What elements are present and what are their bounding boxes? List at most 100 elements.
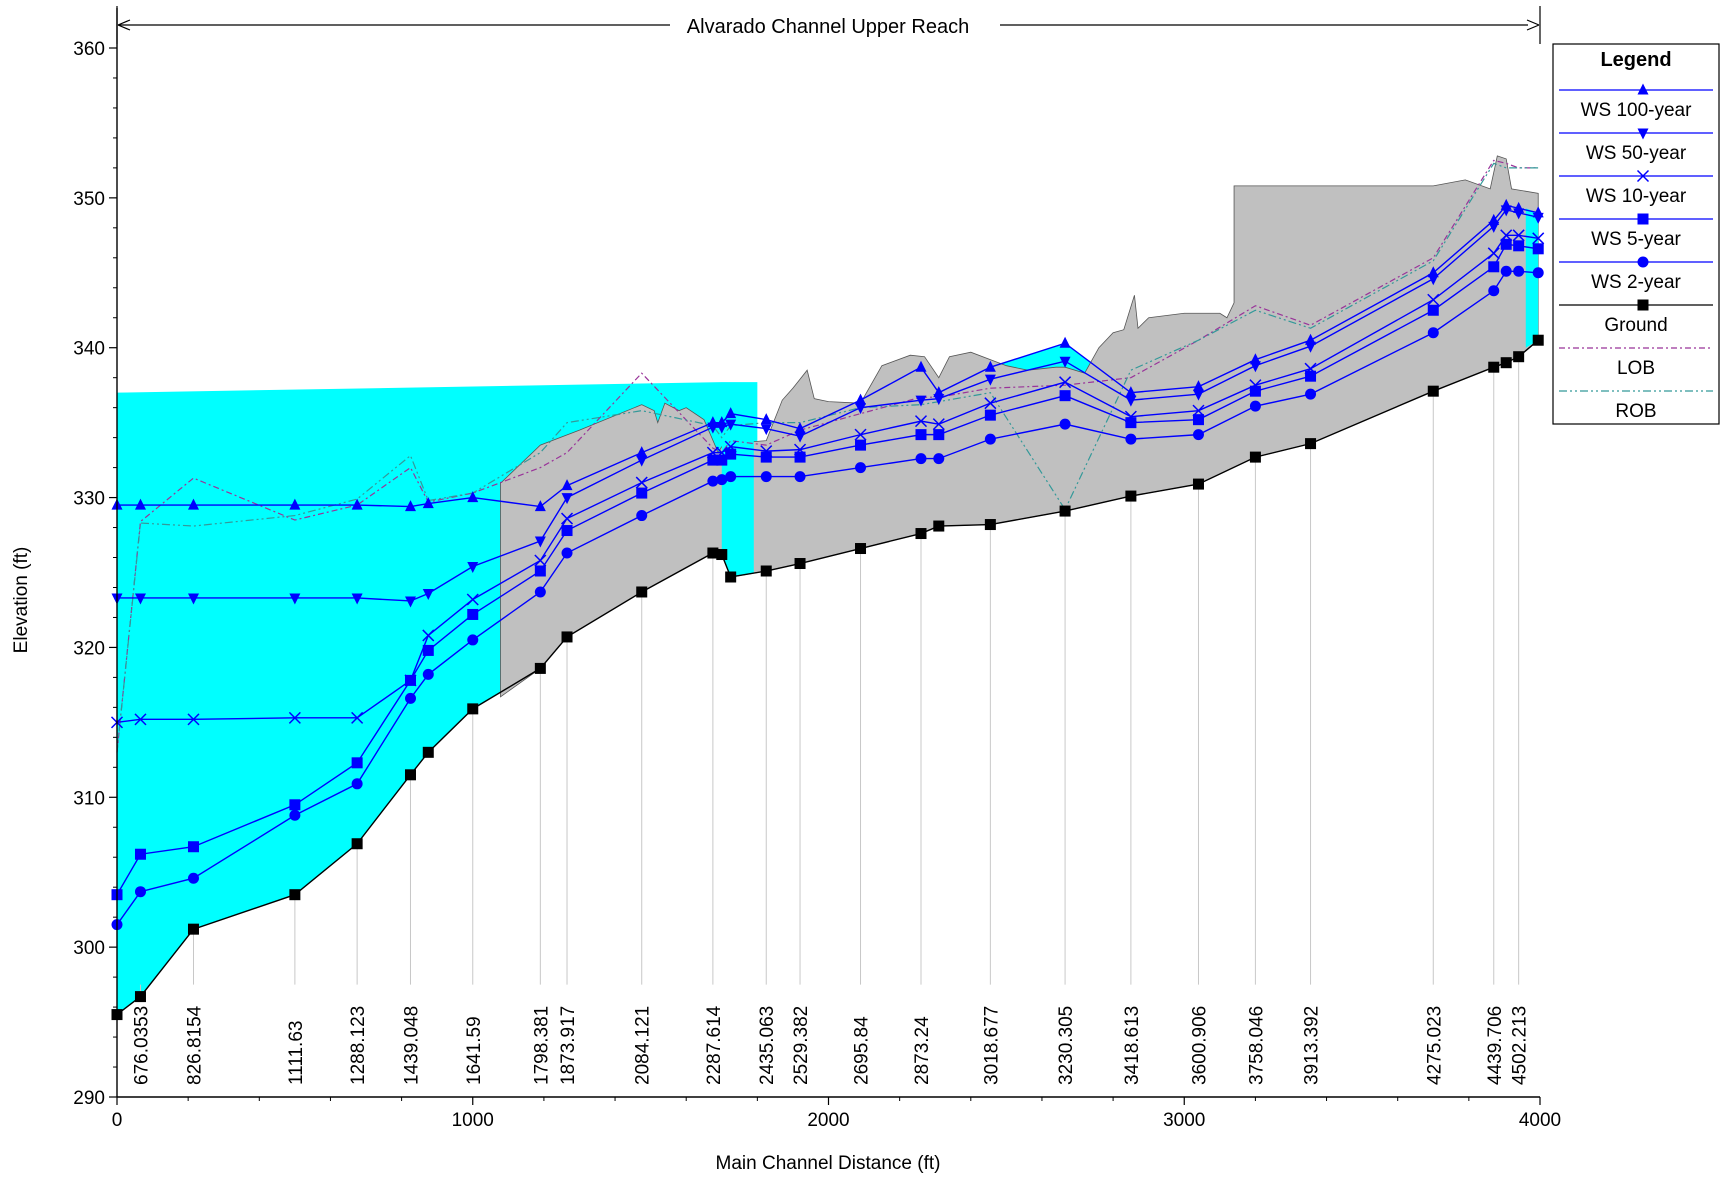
ground-point: [933, 521, 944, 532]
chart-title: Alvarado Channel Upper Reach: [687, 16, 969, 38]
y-tick-label: 330: [73, 489, 105, 510]
y-axis-title: Elevation (ft): [11, 547, 32, 654]
station-label: 1111.63: [286, 1021, 307, 1085]
ws-2-year-point: [1533, 267, 1544, 278]
ground-point: [725, 571, 736, 582]
ws-2-year-point: [1488, 285, 1499, 296]
legend-title: Legend: [1600, 49, 1671, 71]
station-label: 1798.381: [531, 1006, 552, 1085]
ws-2-year-point: [1501, 266, 1512, 277]
ground-point: [1125, 491, 1136, 502]
station-label: 2084.121: [633, 1006, 654, 1085]
legend-entry-label: WS 2-year: [1591, 272, 1681, 293]
legend-marker-ws-5-year: [1638, 214, 1649, 225]
ground-point: [352, 838, 363, 849]
ws-5-year-point: [423, 645, 434, 656]
ws-100-year-point: [1060, 337, 1071, 348]
station-label: 4275.023: [1424, 1006, 1445, 1085]
ws-2-year-point: [1193, 429, 1204, 440]
ws-2-year-point: [535, 586, 546, 597]
ws-5-year-point: [933, 429, 944, 440]
ground-point: [289, 889, 300, 900]
ws-5-year-point: [1305, 371, 1316, 382]
ws-2-year-point: [985, 434, 996, 445]
ws-2-year-point: [1428, 327, 1439, 338]
ground-point: [855, 543, 866, 554]
ws-2-year-point: [915, 453, 926, 464]
ground-point: [423, 747, 434, 758]
ws-5-year-point: [1193, 414, 1204, 425]
ground-point: [135, 991, 146, 1002]
ws-5-year-point: [1501, 239, 1512, 250]
legend-entry-label: ROB: [1615, 401, 1656, 422]
ground-point: [467, 703, 478, 714]
station-label: 4439.706: [1485, 1006, 1506, 1085]
legend-marker-ws-2-year: [1638, 257, 1649, 268]
y-tick-label: 350: [73, 189, 105, 210]
station-label: 4502.213: [1510, 1006, 1531, 1085]
y-tick-label: 360: [73, 39, 105, 60]
station-label: 2435.063: [757, 1006, 778, 1085]
x-tick-label: 3000: [1163, 1110, 1205, 1131]
ws-5-year-point: [467, 609, 478, 620]
station-label: 1641.59: [464, 1016, 485, 1085]
station-label: 1873.917: [558, 1006, 579, 1085]
ws-5-year-point: [405, 675, 416, 686]
ws-2-year-point: [725, 471, 736, 482]
station-label: 3913.392: [1302, 1006, 1323, 1085]
ground-point: [1513, 351, 1524, 362]
station-label: 3230.305: [1056, 1006, 1077, 1085]
ws-5-year-point: [1533, 243, 1544, 254]
legend-entry-label: WS 50-year: [1586, 143, 1687, 164]
ws-2-year-point: [1060, 419, 1071, 430]
x-tick-label: 4000: [1519, 1110, 1561, 1131]
ground-point: [1501, 357, 1512, 368]
title-right-arrow: [1527, 20, 1539, 30]
ws-2-year-point: [352, 778, 363, 789]
ws-2-year-point: [289, 810, 300, 821]
fill-layer: [117, 156, 1538, 1015]
ground-point: [915, 528, 926, 539]
ws-5-year-point: [1060, 390, 1071, 401]
ws-2-year-point: [188, 873, 199, 884]
ws-2-year-point: [855, 462, 866, 473]
title-banner: Alvarado Channel Upper Reach: [117, 6, 1540, 44]
ws-2-year-point: [1250, 401, 1261, 412]
station-label: 1288.123: [348, 1006, 369, 1085]
legend: LegendWS 100-yearWS 50-yearWS 10-yearWS …: [1553, 44, 1719, 424]
y-tick-label: 340: [73, 339, 105, 360]
ws-5-year-point: [535, 566, 546, 577]
ws-2-year-point: [423, 669, 434, 680]
y-tick-label: 310: [73, 788, 105, 809]
ground-point: [716, 549, 727, 560]
station-label: 3758.046: [1246, 1006, 1267, 1085]
station-label: 2695.84: [852, 1016, 873, 1085]
ground-point: [405, 769, 416, 780]
ws-5-year-point: [1250, 386, 1261, 397]
ws-5-year-point: [636, 488, 647, 499]
x-tick-label: 1000: [452, 1110, 494, 1131]
station-label: 826.8154: [184, 1005, 205, 1085]
ground-point: [1305, 438, 1316, 449]
ws-5-year-point: [855, 440, 866, 451]
ws-5-year-point: [1488, 261, 1499, 272]
y-tick-label: 300: [73, 938, 105, 959]
ws-5-year-point: [352, 757, 363, 768]
ws-2-year-point: [1125, 434, 1136, 445]
x-tick-label: 2000: [807, 1110, 849, 1131]
ws-5-year-point: [562, 525, 573, 536]
ground-point: [1533, 335, 1544, 346]
ws-5-year-point: [1513, 240, 1524, 251]
station-label: 2873.24: [912, 1016, 933, 1085]
ws-5-year-point: [1428, 305, 1439, 316]
ws-2-year-point: [636, 510, 647, 521]
water-pocket-fill-end: [1526, 208, 1538, 347]
legend-marker-ground: [1638, 300, 1649, 311]
x-tick-label: 0: [112, 1110, 123, 1131]
y-tick-label: 320: [73, 638, 105, 659]
station-label: 3418.613: [1122, 1006, 1143, 1085]
y-tick-label: 290: [73, 1088, 105, 1109]
ws-2-year-point: [1305, 389, 1316, 400]
ground-point: [761, 566, 772, 577]
ws-5-year-point: [915, 429, 926, 440]
